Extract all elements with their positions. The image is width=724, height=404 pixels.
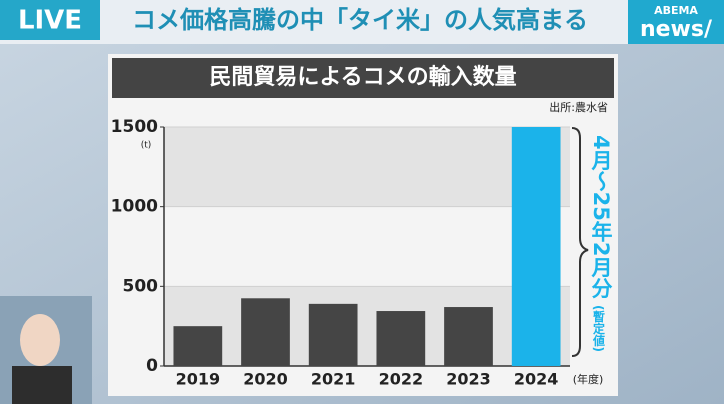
headline: コメ価格高騰の中「タイ米」の人気高まる — [132, 6, 588, 34]
bar — [444, 307, 493, 366]
x-tick-label: 2023 — [446, 370, 491, 389]
y-unit: (t) — [141, 141, 152, 151]
annotation-note: (暫定値) — [592, 305, 606, 352]
headline-bar — [0, 0, 724, 44]
bar — [308, 303, 358, 366]
logo-box — [628, 0, 724, 44]
chart-title: 民間貿易によるコメの輸入数量 — [209, 64, 516, 90]
presenter-body — [12, 366, 72, 404]
live-label: LIVE — [18, 6, 82, 36]
bar — [241, 298, 290, 366]
logo-bottom: news/ — [640, 17, 713, 42]
x-tick-label: 2020 — [243, 370, 288, 389]
live-badge — [0, 0, 100, 40]
grid-band — [164, 127, 570, 207]
bar — [376, 311, 426, 366]
source: 出所:農水省 — [549, 100, 608, 114]
y-tick-label: 1000 — [111, 197, 158, 217]
x-tick-label: 2022 — [379, 370, 424, 389]
annotation: 4月〜25年2月分 — [589, 135, 614, 300]
title-bar — [112, 58, 614, 98]
x-tick-label: 2024 — [514, 370, 559, 389]
y-tick-label: 0 — [146, 356, 158, 376]
presenter — [20, 314, 60, 366]
bar — [173, 326, 223, 366]
x-tick-label: 2019 — [176, 370, 221, 389]
x-tick-label: 2021 — [311, 370, 356, 389]
brace — [571, 127, 589, 357]
grid-band — [164, 286, 570, 366]
logo-top: ABEMA — [654, 4, 698, 17]
y-tick-label: 500 — [123, 276, 159, 296]
bar — [511, 127, 561, 366]
y-tick-label: 1500 — [111, 117, 158, 137]
x-unit: (年度) — [573, 372, 604, 386]
